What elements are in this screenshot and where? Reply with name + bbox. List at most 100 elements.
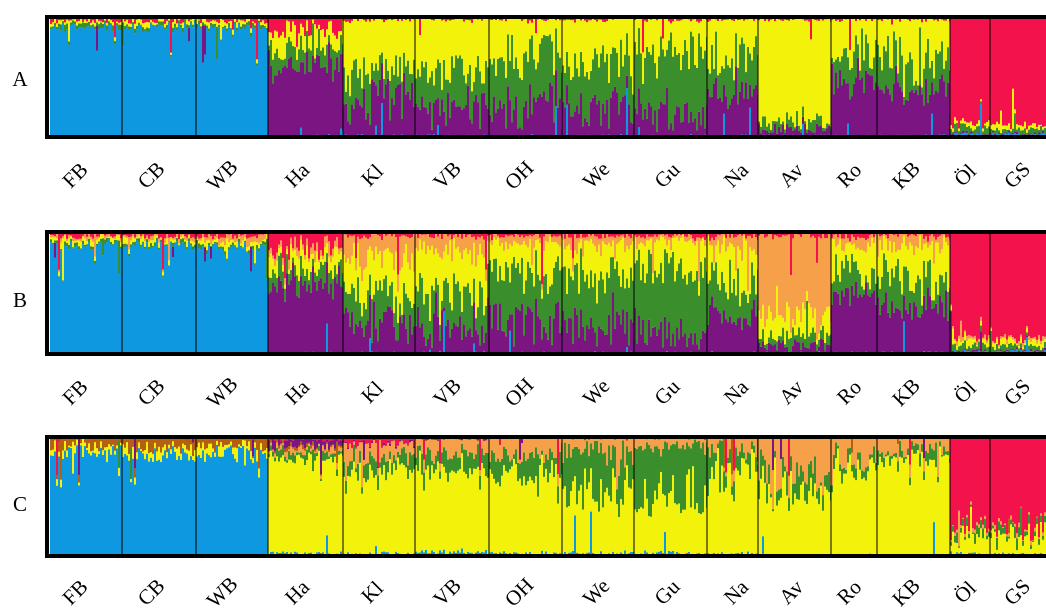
membership-bar: [312, 266, 315, 352]
membership-bar: [580, 248, 583, 310]
membership-bar: [292, 262, 295, 354]
membership-bar: [202, 22, 205, 26]
membership-bar: [232, 242, 235, 246]
membership-bar: [174, 236, 177, 240]
membership-bar: [804, 123, 807, 137]
membership-bar: [332, 49, 335, 82]
membership-bar: [180, 27, 183, 137]
membership-bar: [182, 22, 185, 28]
membership-bar: [509, 60, 512, 101]
membership-bar: [531, 22, 534, 36]
membership-bar: [114, 239, 117, 243]
membership-bar: [349, 124, 352, 137]
membership-bar: [224, 251, 227, 255]
membership-bar: [106, 22, 109, 26]
membership-bar: [879, 236, 882, 241]
membership-bar: [594, 236, 597, 247]
membership-bar: [459, 55, 462, 107]
membership-bar: [148, 32, 151, 137]
membership-bar: [491, 64, 494, 122]
membership-bar: [755, 294, 758, 317]
membership-bar: [84, 233, 87, 239]
membership-bar: [162, 232, 165, 270]
membership-bar: [1024, 128, 1027, 135]
membership-bar: [62, 19, 65, 22]
membership-bar: [559, 246, 562, 271]
membership-bar: [680, 70, 683, 123]
membership-bar: [493, 96, 496, 137]
membership-bar: [614, 268, 617, 329]
membership-bar: [739, 44, 742, 92]
membership-bar: [280, 73, 283, 137]
membership-bar: [879, 89, 882, 135]
membership-bar: [242, 234, 245, 241]
membership-bar: [288, 273, 291, 285]
membership-bar: [630, 319, 633, 352]
membership-bar: [865, 275, 868, 283]
membership-bar: [547, 293, 550, 340]
membership-bar: [419, 233, 422, 240]
membership-bar: [608, 128, 611, 135]
membership-bar: [340, 35, 343, 55]
membership-bar: [766, 343, 769, 350]
membership-bar: [719, 253, 722, 291]
membership-bar: [210, 22, 213, 26]
membership-bar: [457, 281, 460, 327]
membership-bar: [473, 101, 476, 137]
membership-bar: [290, 56, 293, 136]
membership-bar: [340, 251, 343, 260]
membership-bar: [74, 232, 77, 239]
membership-bar: [879, 314, 882, 354]
membership-bar: [172, 22, 175, 28]
membership-bar: [276, 252, 279, 261]
membership-bar: [917, 275, 920, 317]
membership-bar: [871, 237, 874, 269]
membership-bar: [278, 276, 281, 354]
membership-bar: [310, 247, 313, 255]
membership-bar: [322, 255, 325, 260]
membership-bar: [721, 271, 724, 324]
population-Ro: [831, 17, 878, 137]
membership-bar: [469, 20, 472, 65]
membership-bar: [826, 332, 829, 345]
membership-bar: [74, 238, 77, 242]
membership-bar: [176, 234, 179, 238]
membership-bar: [367, 249, 370, 291]
membership-bar: [515, 96, 518, 137]
membership-bar: [547, 36, 550, 102]
membership-bar: [385, 275, 388, 313]
membership-bar: [312, 19, 315, 24]
membership-bar: [652, 236, 655, 273]
membership-bar: [192, 27, 195, 138]
membership-bar: [835, 72, 838, 135]
membership-bar: [715, 307, 718, 353]
membership-bar: [1028, 133, 1031, 135]
membership-bar: [642, 319, 645, 353]
membership-bar: [116, 240, 119, 354]
membership-bar: [998, 130, 1001, 133]
membership-bar: [871, 293, 874, 354]
membership-bar: [334, 51, 337, 70]
membership-bar: [351, 232, 354, 237]
membership-bar: [140, 246, 143, 354]
membership-bar: [230, 27, 233, 29]
membership-bar: [334, 240, 337, 247]
membership-bar: [148, 17, 151, 23]
membership-bar: [451, 232, 454, 240]
membership-bar: [461, 339, 464, 352]
membership-bar: [644, 57, 647, 109]
membership-bar: [158, 21, 161, 25]
membership-bar: [968, 125, 971, 135]
membership-bar: [551, 85, 554, 136]
membership-bar: [614, 328, 617, 353]
membership-bar: [383, 78, 386, 99]
membership-bar: [320, 256, 323, 263]
membership-bar: [833, 281, 836, 292]
membership-bar: [549, 286, 552, 316]
membership-bar: [132, 24, 135, 138]
membership-bar: [216, 244, 219, 354]
membership-bar: [1044, 17, 1046, 127]
population-We: [562, 232, 635, 354]
membership-bar: [640, 237, 643, 243]
membership-bar: [140, 232, 143, 237]
